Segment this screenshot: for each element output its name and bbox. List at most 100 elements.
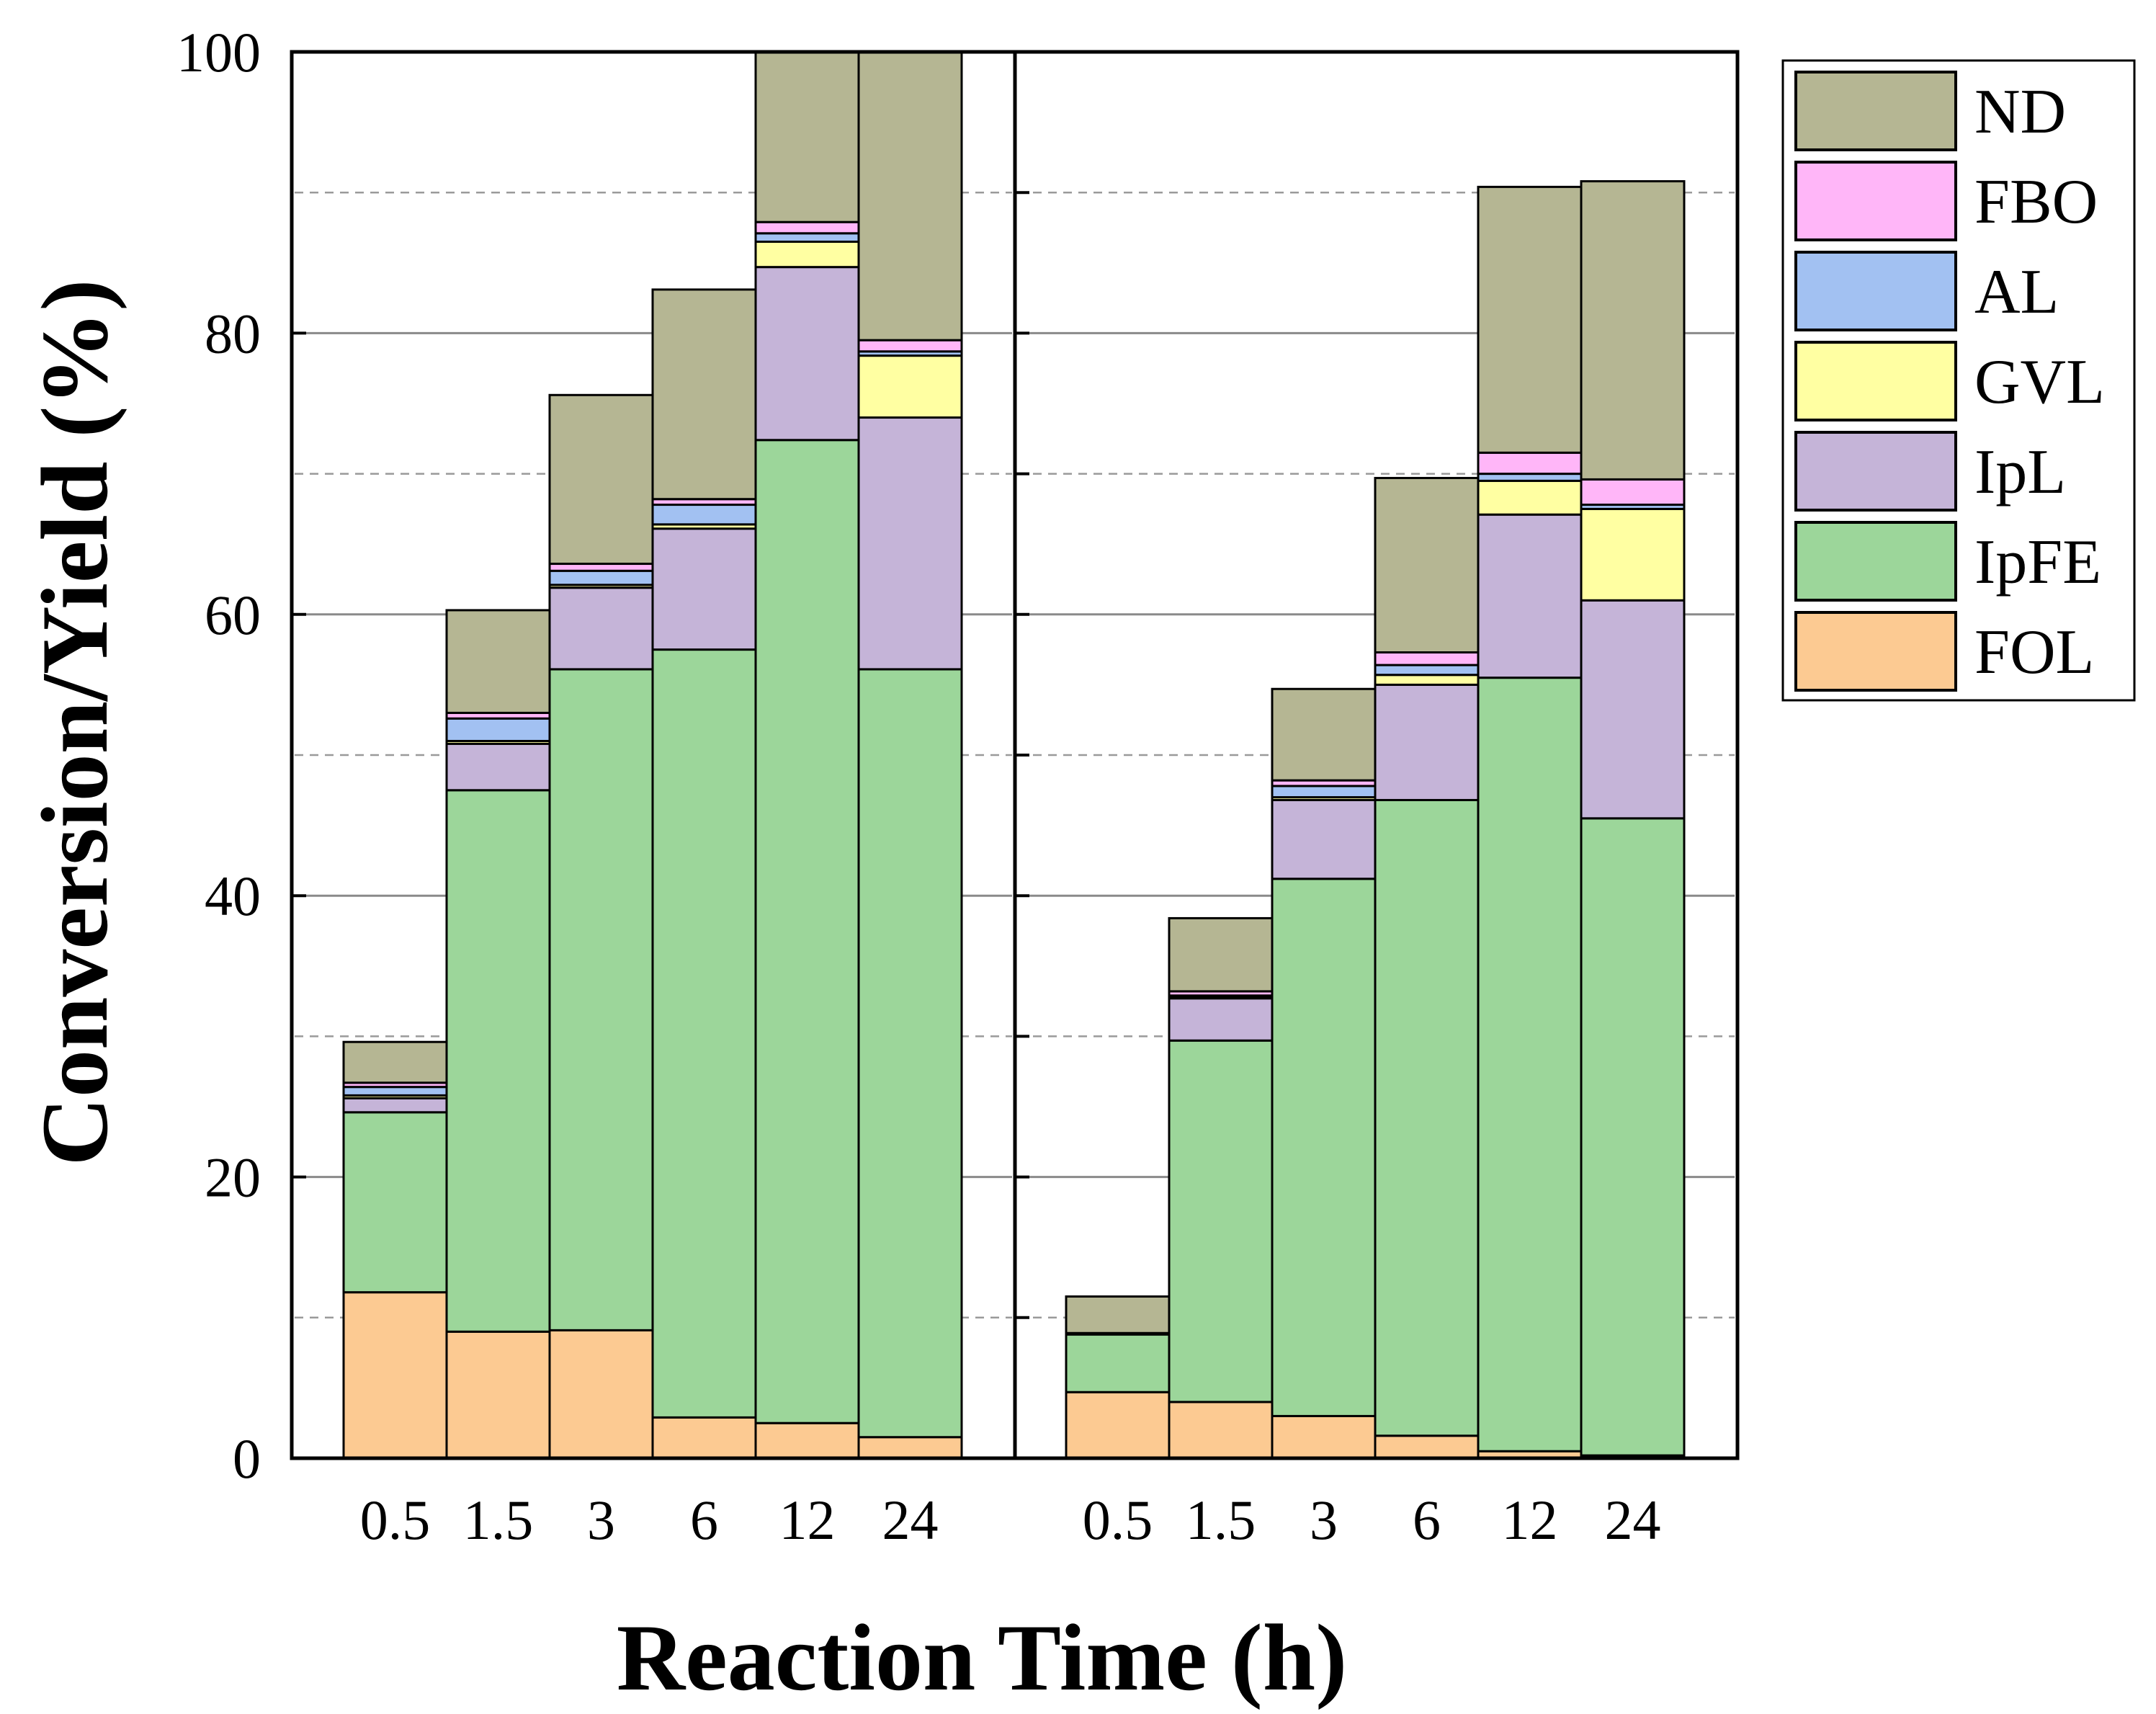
bar-right-3-FOL bbox=[1271, 1414, 1377, 1460]
x-axis-title: Reaction Time (h) bbox=[617, 1604, 1347, 1710]
bar-right-6-IpFE bbox=[1374, 798, 1480, 1437]
bar-right-1.5-ND bbox=[1168, 916, 1274, 993]
bar-right-12-IpFE bbox=[1477, 677, 1583, 1452]
bar-left-1.5-IpL bbox=[445, 742, 551, 792]
y-tick-label-20: 20 bbox=[205, 1146, 261, 1209]
bar-left-0.5-IpFE bbox=[342, 1111, 448, 1294]
bar-left-1.5-AL bbox=[445, 717, 551, 742]
bar-right-12-GVL bbox=[1477, 479, 1583, 516]
bar-left-24-FBO bbox=[857, 339, 963, 353]
bar-left-6-FOL bbox=[651, 1416, 757, 1460]
bar-right-6-ND bbox=[1374, 476, 1480, 654]
bar-left-12-AL bbox=[754, 232, 860, 244]
bar-left-12-FOL bbox=[754, 1421, 860, 1460]
bar-left-3-AL bbox=[548, 569, 654, 586]
x-tick-label-right-3: 3 bbox=[1310, 1488, 1338, 1551]
bar-right-6-FBO bbox=[1374, 651, 1480, 666]
bar-right-1.5-IpFE bbox=[1168, 1039, 1274, 1403]
bar-right-3-AL bbox=[1271, 785, 1377, 799]
bar-left-0.5-IpL bbox=[342, 1097, 448, 1114]
bar-right-24-GVL bbox=[1580, 507, 1686, 602]
bar-left-12-GVL bbox=[754, 241, 860, 269]
x-tick-label-left-12: 12 bbox=[779, 1488, 836, 1551]
x-tick-label-right-0.5: 0.5 bbox=[1083, 1488, 1153, 1551]
bar-right-0.5-ND bbox=[1065, 1295, 1171, 1334]
bar-right-3-IpL bbox=[1271, 798, 1377, 880]
bar-left-1.5-FOL bbox=[445, 1330, 551, 1460]
bar-right-24-ND bbox=[1580, 180, 1686, 481]
y-tick-label-60: 60 bbox=[205, 584, 261, 646]
y-tick-label-0: 0 bbox=[233, 1427, 261, 1490]
bar-right-1.5-FOL bbox=[1168, 1401, 1274, 1460]
bar-left-24-ND bbox=[857, 50, 963, 342]
bar-left-3-IpL bbox=[548, 586, 654, 671]
bar-left-12-IpL bbox=[754, 266, 860, 442]
legend: ND FBO AL GVL IpL IpFE FOL bbox=[1781, 59, 2136, 702]
bar-left-12-ND bbox=[754, 50, 860, 223]
legend-label-AL: AL bbox=[1974, 257, 2059, 327]
bar-left-12-FBO bbox=[754, 220, 860, 235]
y-axis-title: Conversion/Yield (%) bbox=[22, 280, 128, 1166]
labels-layer: 0 20 40 60 80 100 0.5 1.5 3 6 12 24 0.5 1.5 3 6 12 24 bbox=[176, 21, 1661, 1551]
legend-swatch-FBO bbox=[1794, 161, 1957, 241]
bar-right-6-AL bbox=[1374, 664, 1480, 677]
bar-right-6-GVL bbox=[1374, 674, 1480, 686]
legend-label-FBO: FBO bbox=[1974, 167, 2098, 237]
legend-swatch-GVL bbox=[1794, 341, 1957, 421]
bar-left-6-AL bbox=[651, 504, 757, 526]
bar-right-1.5-IpL bbox=[1168, 997, 1274, 1042]
bar-right-0.5-IpFE bbox=[1065, 1333, 1171, 1393]
legend-swatch-FOL bbox=[1794, 611, 1957, 692]
x-tick-label-left-1.5: 1.5 bbox=[463, 1488, 534, 1551]
bar-left-1.5-IpFE bbox=[445, 789, 551, 1333]
x-tick-label-right-6: 6 bbox=[1413, 1488, 1441, 1551]
legend-swatch-IpL bbox=[1794, 431, 1957, 512]
legend-label-ND: ND bbox=[1974, 77, 2066, 147]
x-tick-label-right-12: 12 bbox=[1502, 1488, 1558, 1551]
x-tick-label-left-0.5: 0.5 bbox=[360, 1488, 431, 1551]
legend-swatch-AL bbox=[1794, 251, 1957, 331]
legend-label-IpL: IpL bbox=[1974, 437, 2066, 507]
bar-right-3-IpFE bbox=[1271, 878, 1377, 1417]
legend-label-GVL: GVL bbox=[1974, 347, 2105, 417]
legend-swatch-IpFE bbox=[1794, 521, 1957, 602]
bar-left-24-IpFE bbox=[857, 668, 963, 1439]
legend-label-FOL: FOL bbox=[1974, 617, 2094, 687]
bar-left-12-IpFE bbox=[754, 439, 860, 1424]
x-tick-label-left-24: 24 bbox=[882, 1488, 939, 1551]
bar-left-24-FOL bbox=[857, 1436, 963, 1460]
bar-left-0.5-ND bbox=[342, 1040, 448, 1084]
bar-left-3-ND bbox=[548, 393, 654, 566]
y-tick-label-100: 100 bbox=[176, 21, 261, 84]
x-tick-label-right-1.5: 1.5 bbox=[1186, 1488, 1256, 1551]
bars-layer bbox=[342, 50, 1686, 1460]
bar-left-6-IpL bbox=[651, 527, 757, 651]
bar-right-12-IpL bbox=[1477, 513, 1583, 679]
legend-label-IpFE: IpFE bbox=[1974, 527, 2101, 597]
x-tick-label-right-24: 24 bbox=[1605, 1488, 1661, 1551]
x-tick-label-left-6: 6 bbox=[690, 1488, 718, 1551]
bar-right-24-FBO bbox=[1580, 478, 1686, 506]
bar-left-3-FOL bbox=[548, 1329, 654, 1460]
y-tick-label-40: 40 bbox=[205, 865, 261, 927]
bar-right-24-IpL bbox=[1580, 599, 1686, 820]
bar-right-24-IpFE bbox=[1580, 817, 1686, 1457]
bar-left-1.5-ND bbox=[445, 609, 551, 714]
bar-right-3-ND bbox=[1271, 687, 1377, 782]
bar-left-3-IpFE bbox=[548, 668, 654, 1331]
legend-swatch-ND bbox=[1794, 71, 1957, 151]
x-tick-label-left-3: 3 bbox=[587, 1488, 615, 1551]
bar-left-6-IpFE bbox=[651, 648, 757, 1419]
bar-left-6-ND bbox=[651, 288, 757, 501]
bar-left-0.5-FOL bbox=[342, 1291, 448, 1460]
axes-layer bbox=[290, 50, 1740, 1460]
bar-left-0.5-AL bbox=[342, 1086, 448, 1097]
bar-right-0.5-FOL bbox=[1065, 1391, 1171, 1460]
bar-right-12-FBO bbox=[1477, 451, 1583, 476]
bar-right-6-FOL bbox=[1374, 1434, 1480, 1460]
bar-left-24-GVL bbox=[857, 354, 963, 419]
y-tick-label-80: 80 bbox=[205, 302, 261, 365]
bar-right-12-ND bbox=[1477, 185, 1583, 454]
bar-left-24-IpL bbox=[857, 416, 963, 671]
